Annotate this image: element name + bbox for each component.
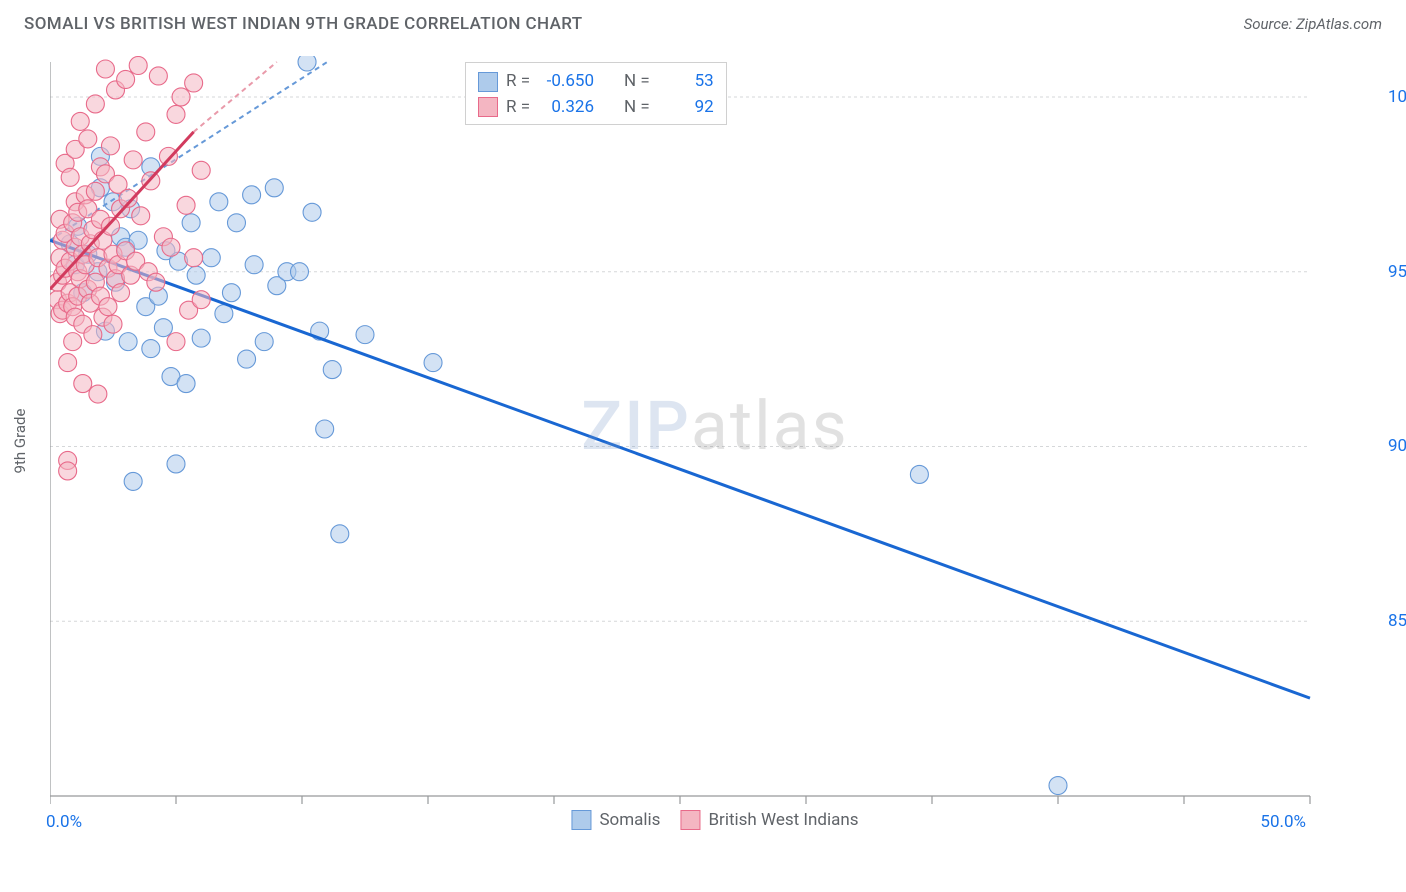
data-point [192, 161, 210, 179]
scatter-plot [50, 56, 1380, 826]
data-point [192, 329, 210, 347]
legend-label: British West Indians [708, 810, 858, 830]
data-point [167, 455, 185, 473]
data-point [172, 88, 190, 106]
data-point [79, 130, 97, 148]
data-point [177, 375, 195, 393]
data-point [119, 333, 137, 351]
data-point [101, 137, 119, 155]
x-tick-label: 50.0% [1260, 812, 1306, 832]
data-point [182, 214, 200, 232]
swatch-bwi [478, 97, 498, 117]
data-point [99, 298, 117, 316]
y-axis-label: 9th Grade [11, 409, 29, 474]
data-point [177, 196, 195, 214]
data-point [331, 525, 349, 543]
data-point [129, 56, 147, 74]
y-tick-label: 90.0% [1388, 436, 1406, 456]
legend-item: British West Indians [680, 810, 858, 830]
data-point [202, 249, 220, 267]
data-point [64, 333, 82, 351]
x-tick-label: 0.0% [46, 812, 82, 832]
legend-swatch [680, 810, 700, 830]
data-point [265, 179, 283, 197]
data-point [227, 214, 245, 232]
data-point [290, 263, 308, 281]
stats-row-somalis: R = -0.650 N = 53 [478, 69, 714, 95]
y-tick-label: 95.0% [1388, 262, 1406, 282]
data-point [137, 123, 155, 141]
legend-swatch [571, 810, 591, 830]
data-point [149, 67, 167, 85]
data-point [74, 375, 92, 393]
data-point [1049, 777, 1067, 795]
data-point [159, 147, 177, 165]
data-point [96, 60, 114, 78]
y-tick-label: 85.0% [1388, 611, 1406, 631]
legend-label: Somalis [599, 810, 660, 830]
data-point [303, 203, 321, 221]
data-point [238, 350, 256, 368]
data-point [117, 70, 135, 88]
data-point [185, 249, 203, 267]
data-point [910, 465, 928, 483]
data-point [124, 472, 142, 490]
data-point [142, 340, 160, 358]
data-point [112, 284, 130, 302]
stats-legend: R = -0.650 N = 53 R = 0.326 N = 92 [465, 62, 727, 125]
data-point [71, 112, 89, 130]
data-point [316, 420, 334, 438]
legend-item: Somalis [571, 810, 660, 830]
data-point [132, 207, 150, 225]
source-attribution: Source: ZipAtlas.com [1244, 15, 1382, 33]
data-point [104, 315, 122, 333]
data-point [187, 266, 205, 284]
chart-title: SOMALI VS BRITISH WEST INDIAN 9TH GRADE … [24, 14, 583, 34]
data-point [154, 319, 172, 337]
y-tick-label: 100.0% [1388, 87, 1406, 107]
data-point [101, 217, 119, 235]
data-point [124, 151, 142, 169]
data-point [59, 462, 77, 480]
chart-container: 9th Grade ZIPatlas R = -0.650 N = 53 R =… [50, 56, 1380, 826]
data-point [167, 105, 185, 123]
data-point [215, 305, 233, 323]
data-point [298, 56, 316, 71]
data-point [89, 385, 107, 403]
data-point [185, 74, 203, 92]
bottom-legend: Somalis British West Indians [571, 810, 858, 830]
data-point [222, 284, 240, 302]
data-point [86, 95, 104, 113]
data-point [210, 193, 228, 211]
swatch-somalis [478, 72, 498, 92]
data-point [86, 182, 104, 200]
trendline [50, 240, 1310, 698]
data-point [61, 168, 79, 186]
data-point [59, 354, 77, 372]
data-point [147, 273, 165, 291]
data-point [424, 354, 442, 372]
data-point [167, 333, 185, 351]
data-point [356, 326, 374, 344]
data-point [255, 333, 273, 351]
stats-row-bwi: R = 0.326 N = 92 [478, 95, 714, 121]
data-point [245, 256, 263, 274]
data-point [162, 238, 180, 256]
data-point [192, 291, 210, 309]
data-point [323, 361, 341, 379]
data-point [243, 186, 261, 204]
data-point [84, 326, 102, 344]
